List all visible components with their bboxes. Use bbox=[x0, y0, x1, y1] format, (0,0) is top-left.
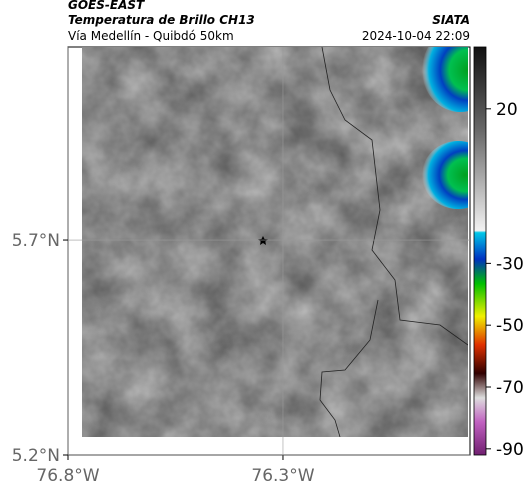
colorbar-label: -90 bbox=[496, 440, 524, 460]
colorbar-label: -50 bbox=[496, 316, 524, 336]
satellite-image bbox=[82, 47, 468, 437]
colorbar bbox=[473, 46, 487, 456]
y-tick-label: 5.2°N bbox=[12, 446, 60, 466]
colorbar-label: -30 bbox=[496, 254, 524, 274]
x-tick-label: 76.8°W bbox=[36, 466, 99, 486]
location-marker bbox=[258, 236, 268, 245]
y-tick-label: 5.7°N bbox=[12, 231, 60, 251]
title: GOES-EAST bbox=[68, 0, 145, 12]
x-tick-label: 76.3°W bbox=[251, 466, 314, 486]
colorbar-label: 20 bbox=[496, 100, 518, 120]
colorbar-label: -70 bbox=[496, 378, 524, 398]
source: SIATA bbox=[432, 13, 470, 27]
timestamp: 2024-10-04 22:09 bbox=[362, 29, 470, 43]
subtitle: Temperatura de Brillo CH13 bbox=[68, 13, 255, 27]
region: Vía Medellín - Quibdó 50km bbox=[68, 29, 234, 43]
